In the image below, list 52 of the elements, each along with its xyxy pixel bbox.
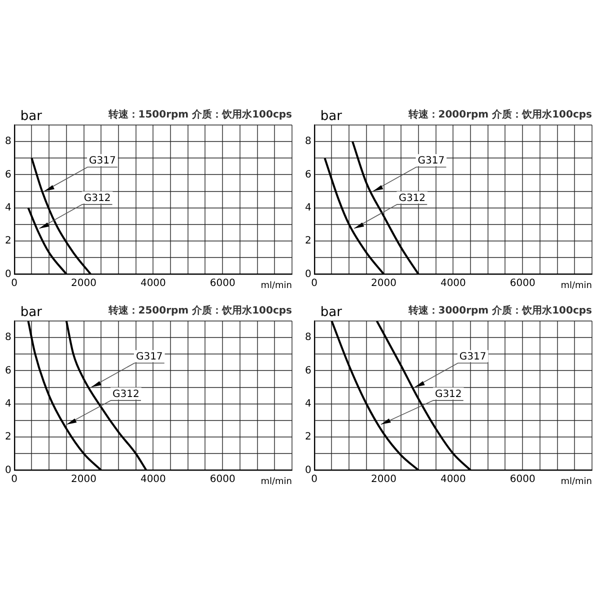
y-axis-title: bar <box>20 304 43 320</box>
x-axis-title: ml/min <box>260 280 292 291</box>
chart-title: 转速：2000rpm 介质：饮用水100cps <box>407 108 592 121</box>
y-axis-title: bar <box>320 304 343 320</box>
y-tick-label: 6 <box>304 169 312 180</box>
x-tick-label: 2000 <box>71 278 96 289</box>
y-tick-label: 2 <box>4 432 12 443</box>
text: G312 <box>84 193 111 204</box>
y-tick-label: 4 <box>4 398 12 410</box>
x-axis-title: ml/min <box>560 476 592 487</box>
y-axis-title: bar <box>20 108 43 124</box>
y-tick-label: 4 <box>304 398 312 410</box>
y-tick-label: 8 <box>304 136 312 148</box>
y-tick-label: 6 <box>304 365 312 376</box>
y-tick-label: 2 <box>4 236 12 247</box>
y-tick-label: 4 <box>4 202 12 214</box>
y-tick-label: 8 <box>304 332 312 344</box>
y-tick-label: 8 <box>4 332 12 344</box>
text: G317 <box>136 352 163 363</box>
x-axis-title: ml/min <box>260 476 292 487</box>
x-tick-label: 2000 <box>71 474 96 485</box>
x-tick-label: 6000 <box>210 474 236 485</box>
x-tick-label: 4000 <box>140 278 166 289</box>
x-tick-label: 6000 <box>210 278 236 289</box>
x-tick-label: 6000 <box>510 278 536 289</box>
y-tick-label: 6 <box>4 169 12 180</box>
x-tick-label: 4000 <box>140 474 166 485</box>
y-tick-label: 0 <box>304 268 312 280</box>
text: G312 <box>398 193 426 204</box>
x-tick-label: 2000 <box>371 474 396 485</box>
x-tick-label: 4000 <box>440 278 466 289</box>
y-tick-label: 2 <box>304 432 312 443</box>
x-tick-label: 2000 <box>371 278 396 289</box>
chart-title: 转速：2500rpm 介质：饮用水100cps <box>107 304 292 317</box>
text: G317 <box>89 156 116 167</box>
y-axis-title: bar <box>320 108 343 124</box>
y-tick-label: 2 <box>304 236 312 247</box>
text: G312 <box>434 389 462 400</box>
text: G317 <box>459 352 486 363</box>
text: G317 <box>418 156 445 167</box>
chart-title: 转速：3000rpm 介质：饮用水100cps <box>407 304 592 317</box>
text: G312 <box>112 389 140 400</box>
y-tick-label: 0 <box>304 464 312 476</box>
x-axis-title: ml/min <box>560 280 592 291</box>
y-tick-label: 8 <box>4 136 12 148</box>
y-tick-label: 6 <box>4 365 12 376</box>
x-tick-label: 4000 <box>440 474 466 485</box>
y-tick-label: 4 <box>304 202 312 214</box>
y-tick-label: 0 <box>4 464 12 476</box>
chart-title: 转速：1500rpm 介质：饮用水100cps <box>107 108 292 121</box>
y-tick-label: 0 <box>4 268 12 280</box>
x-tick-label: 6000 <box>510 474 536 485</box>
